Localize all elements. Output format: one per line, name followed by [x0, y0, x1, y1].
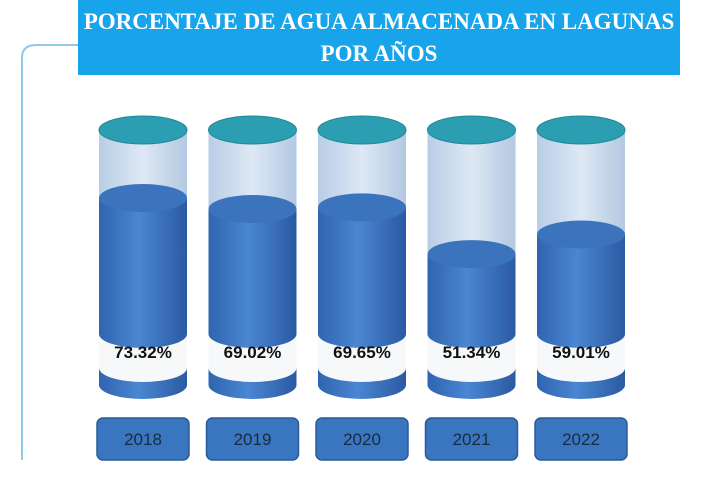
- x-tick-label: 2019: [234, 430, 272, 449]
- value-label: 69.02%: [224, 343, 282, 362]
- label-band: [99, 334, 187, 382]
- year-box: [205, 417, 300, 461]
- bar-top: [318, 193, 406, 222]
- cylinder-cap: [208, 115, 297, 145]
- year-box: [534, 417, 628, 461]
- chart-title: PORCENTAJE DE AGUA ALMACENADA EN LAGUNAS…: [78, 0, 680, 75]
- cylinder-cap: [98, 115, 188, 145]
- cylinder-cap: [427, 115, 516, 145]
- label-band: [208, 334, 297, 382]
- frame: [21, 44, 80, 460]
- value-label: 69.65%: [333, 343, 391, 362]
- label-band: [427, 334, 516, 382]
- value-label: 51.34%: [443, 343, 501, 362]
- label-band: [318, 334, 406, 382]
- x-tick-label: 2022: [562, 430, 600, 449]
- x-tick-label: 2020: [343, 430, 381, 449]
- bar-top: [99, 184, 187, 213]
- label-band: [537, 334, 625, 382]
- cylinder-cap: [536, 115, 626, 145]
- value-label: 73.32%: [114, 343, 172, 362]
- bar-top: [427, 240, 516, 269]
- year-box: [424, 417, 519, 461]
- cylinder-cap: [317, 115, 407, 145]
- x-tick-label: 2021: [453, 430, 491, 449]
- x-tick-label: 2018: [124, 430, 162, 449]
- bar-top: [208, 194, 297, 223]
- year-box: [315, 417, 409, 461]
- year-box: [96, 417, 190, 461]
- bar-top: [537, 220, 625, 249]
- value-label: 59.01%: [552, 343, 610, 362]
